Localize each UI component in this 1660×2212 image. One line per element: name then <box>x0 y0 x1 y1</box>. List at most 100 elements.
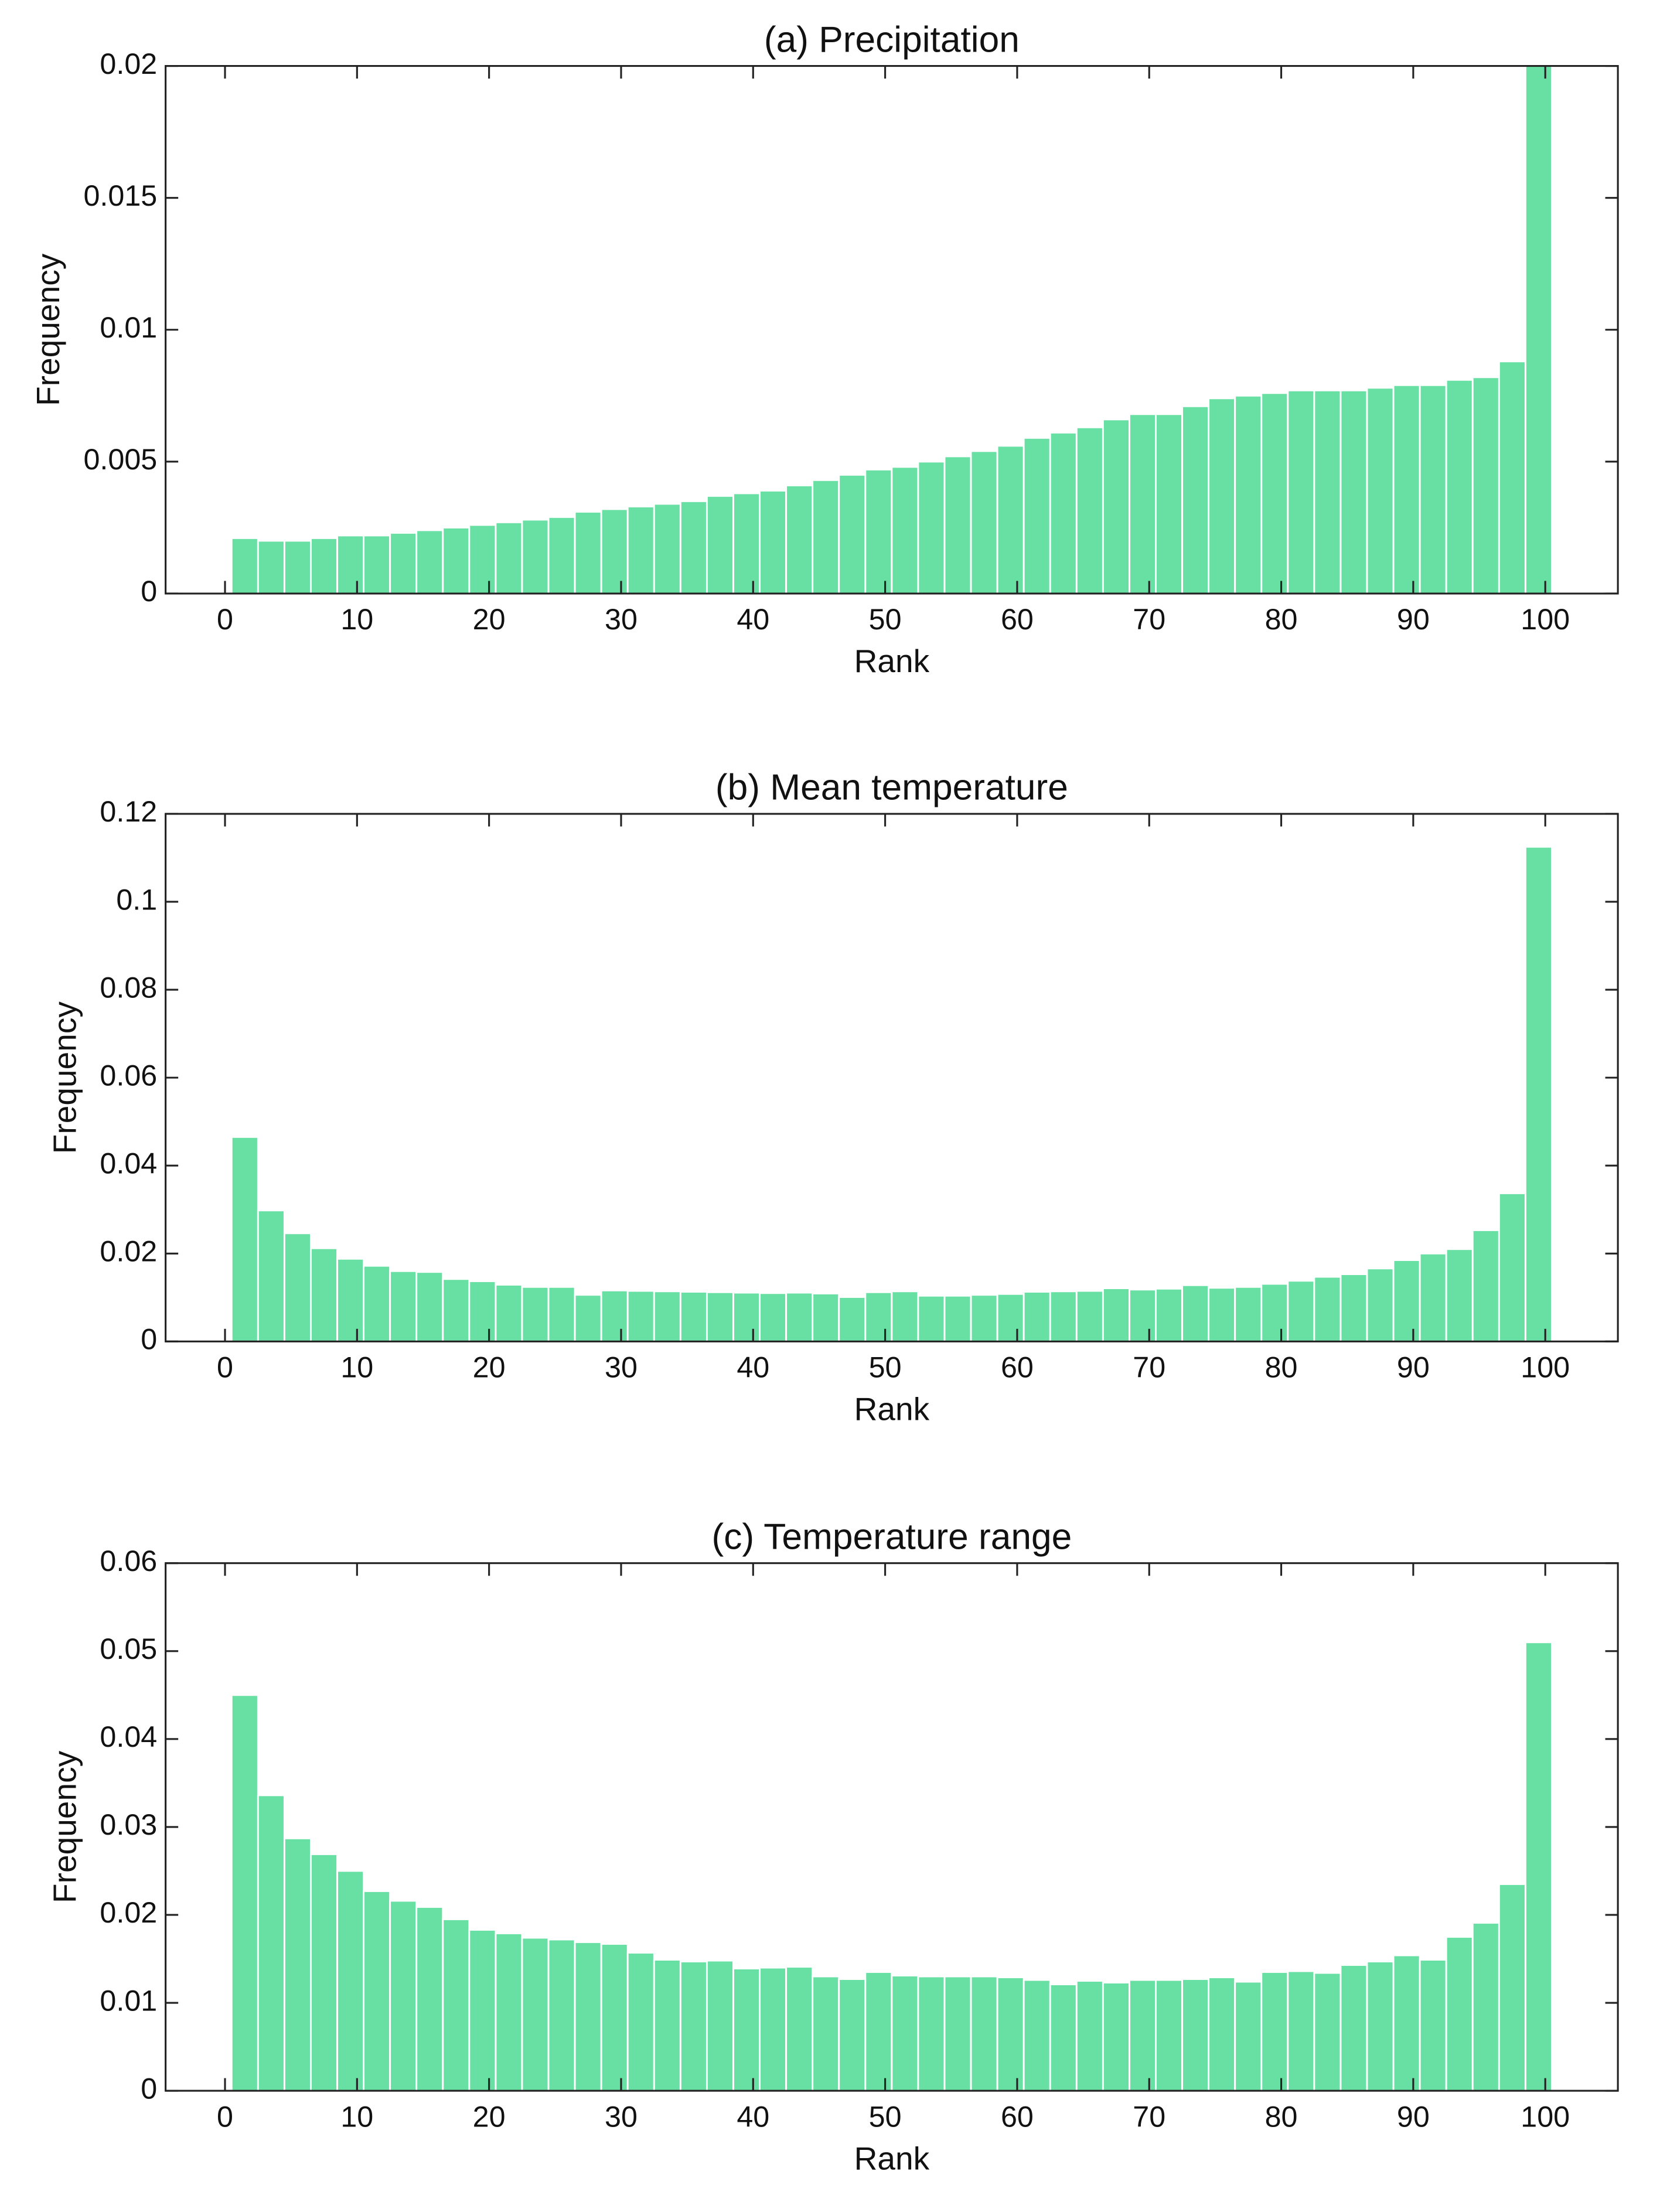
y-axis-label: Frequency <box>30 253 66 406</box>
bar <box>1471 1922 1500 2092</box>
bar <box>1392 384 1421 595</box>
bar <box>653 1290 681 1342</box>
y-axis-label: Frequency <box>47 1001 83 1154</box>
bar <box>732 1968 761 2092</box>
y-tick-label: 0.02 <box>100 47 157 80</box>
bar <box>1339 389 1368 595</box>
x-tick-label: 30 <box>605 602 638 636</box>
x-tick-label: 70 <box>1133 1351 1165 1384</box>
y-tick-label: 0.06 <box>100 1544 157 1577</box>
bar <box>1392 1259 1421 1342</box>
x-tick-label: 30 <box>605 2099 638 2133</box>
x-tick-label: 20 <box>473 2099 506 2133</box>
x-tick-label: 50 <box>869 2099 902 2133</box>
bar <box>812 1975 840 2092</box>
bar <box>1260 1971 1289 2092</box>
y-axis-label: Frequency <box>47 1750 83 1903</box>
bar <box>626 505 655 595</box>
bar <box>547 516 576 595</box>
x-tick-label: 20 <box>473 1351 506 1384</box>
bar <box>1129 1289 1157 1342</box>
bar <box>1155 1979 1184 2092</box>
bar <box>600 1289 629 1342</box>
x-tick-label: 30 <box>605 1351 638 1384</box>
bar <box>389 531 418 595</box>
bar <box>626 1290 655 1342</box>
bar <box>521 1937 550 2092</box>
x-tick-label: 100 <box>1521 1351 1570 1384</box>
bar <box>812 479 840 595</box>
bar <box>1313 389 1342 595</box>
bar <box>600 508 629 595</box>
x-tick-label: 10 <box>340 602 373 636</box>
bar <box>1287 389 1315 595</box>
bar <box>864 1971 893 2092</box>
bar <box>891 1290 919 1342</box>
bar <box>996 1293 1025 1342</box>
bar <box>679 1961 708 2092</box>
bar <box>363 534 391 595</box>
bar <box>1392 1954 1421 2092</box>
bar <box>943 455 972 595</box>
bar <box>653 1959 681 2092</box>
bar <box>732 492 761 595</box>
bar <box>1445 1248 1474 1342</box>
bar <box>785 1966 814 2092</box>
bar <box>257 1794 285 2092</box>
bar <box>1208 397 1236 595</box>
bar <box>230 1136 259 1342</box>
bar <box>1313 1276 1342 1342</box>
x-tick-label: 60 <box>1001 2099 1034 2133</box>
bar <box>336 1257 365 1342</box>
y-tick-label: 0.04 <box>100 1146 157 1180</box>
chart-title: (a) Precipitation <box>764 19 1020 60</box>
bar <box>996 1976 1025 2092</box>
bar <box>1524 846 1553 1342</box>
bar <box>1181 1978 1210 2092</box>
bar <box>1287 1970 1315 2092</box>
bar <box>310 1247 338 1342</box>
bar <box>705 1291 734 1342</box>
bar <box>495 521 523 595</box>
bar <box>1524 65 1553 595</box>
bar <box>1234 394 1263 595</box>
bar <box>891 466 919 595</box>
bar <box>1022 1291 1051 1342</box>
y-tick-label: 0.06 <box>100 1058 157 1092</box>
bar <box>891 1975 919 2092</box>
bar <box>389 1270 418 1342</box>
x-tick-label: 50 <box>869 602 902 636</box>
bar <box>1287 1280 1315 1342</box>
bar <box>679 500 708 595</box>
bar <box>310 537 338 595</box>
bar <box>521 519 550 595</box>
bar <box>970 450 998 595</box>
y-tick-label: 0.01 <box>100 1983 157 2017</box>
bar <box>1260 392 1289 595</box>
bar <box>1049 1290 1078 1342</box>
bar <box>1129 1979 1157 2092</box>
bar <box>785 484 814 595</box>
bar <box>1075 426 1104 595</box>
bar <box>864 1291 893 1342</box>
x-tick-label: 90 <box>1397 1351 1430 1384</box>
bar <box>495 1932 523 2092</box>
bar <box>838 473 867 595</box>
bar <box>1181 405 1210 595</box>
bar <box>283 540 312 595</box>
y-tick-label: 0.08 <box>100 970 157 1004</box>
bar <box>574 1941 602 2092</box>
y-tick-label: 0.02 <box>100 1896 157 1929</box>
bar <box>970 1294 998 1342</box>
bar <box>1445 1936 1474 2092</box>
bar <box>1022 437 1051 595</box>
bar <box>336 534 365 595</box>
x-tick-label: 90 <box>1397 602 1430 636</box>
bar <box>917 1975 946 2092</box>
bar <box>732 1291 761 1342</box>
bar <box>1234 1981 1263 2092</box>
bar <box>705 495 734 595</box>
x-tick-label: 0 <box>217 602 233 636</box>
x-tick-label: 70 <box>1133 602 1165 636</box>
